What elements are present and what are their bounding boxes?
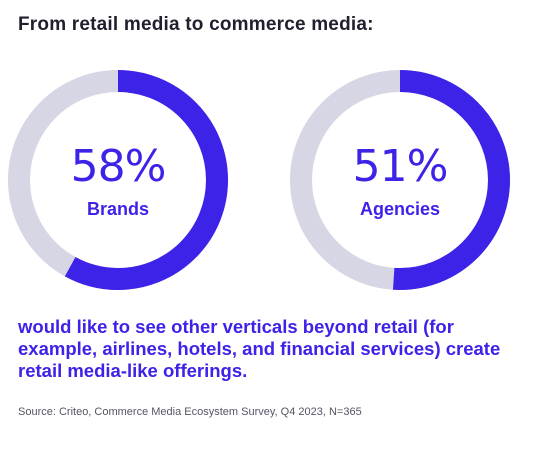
donut-chart-agencies: 51% Agencies xyxy=(290,70,510,290)
source-note: Source: Criteo, Commerce Media Ecosystem… xyxy=(18,406,362,418)
percentage-value: 58% xyxy=(70,140,167,192)
percentage-value: 51% xyxy=(352,140,449,192)
caption-text: would like to see other verticals beyond… xyxy=(18,316,501,381)
donut-svg-brands xyxy=(8,70,228,290)
category-label: Brands xyxy=(86,198,149,219)
donut-value-arc xyxy=(290,70,510,290)
donut-chart-brands: 58% Brands xyxy=(8,70,228,290)
donut-value-arc xyxy=(8,70,228,290)
donut-svg-agencies xyxy=(290,70,510,290)
category-label: Agencies xyxy=(359,198,441,219)
page-title: From retail media to commerce media: xyxy=(18,14,374,35)
